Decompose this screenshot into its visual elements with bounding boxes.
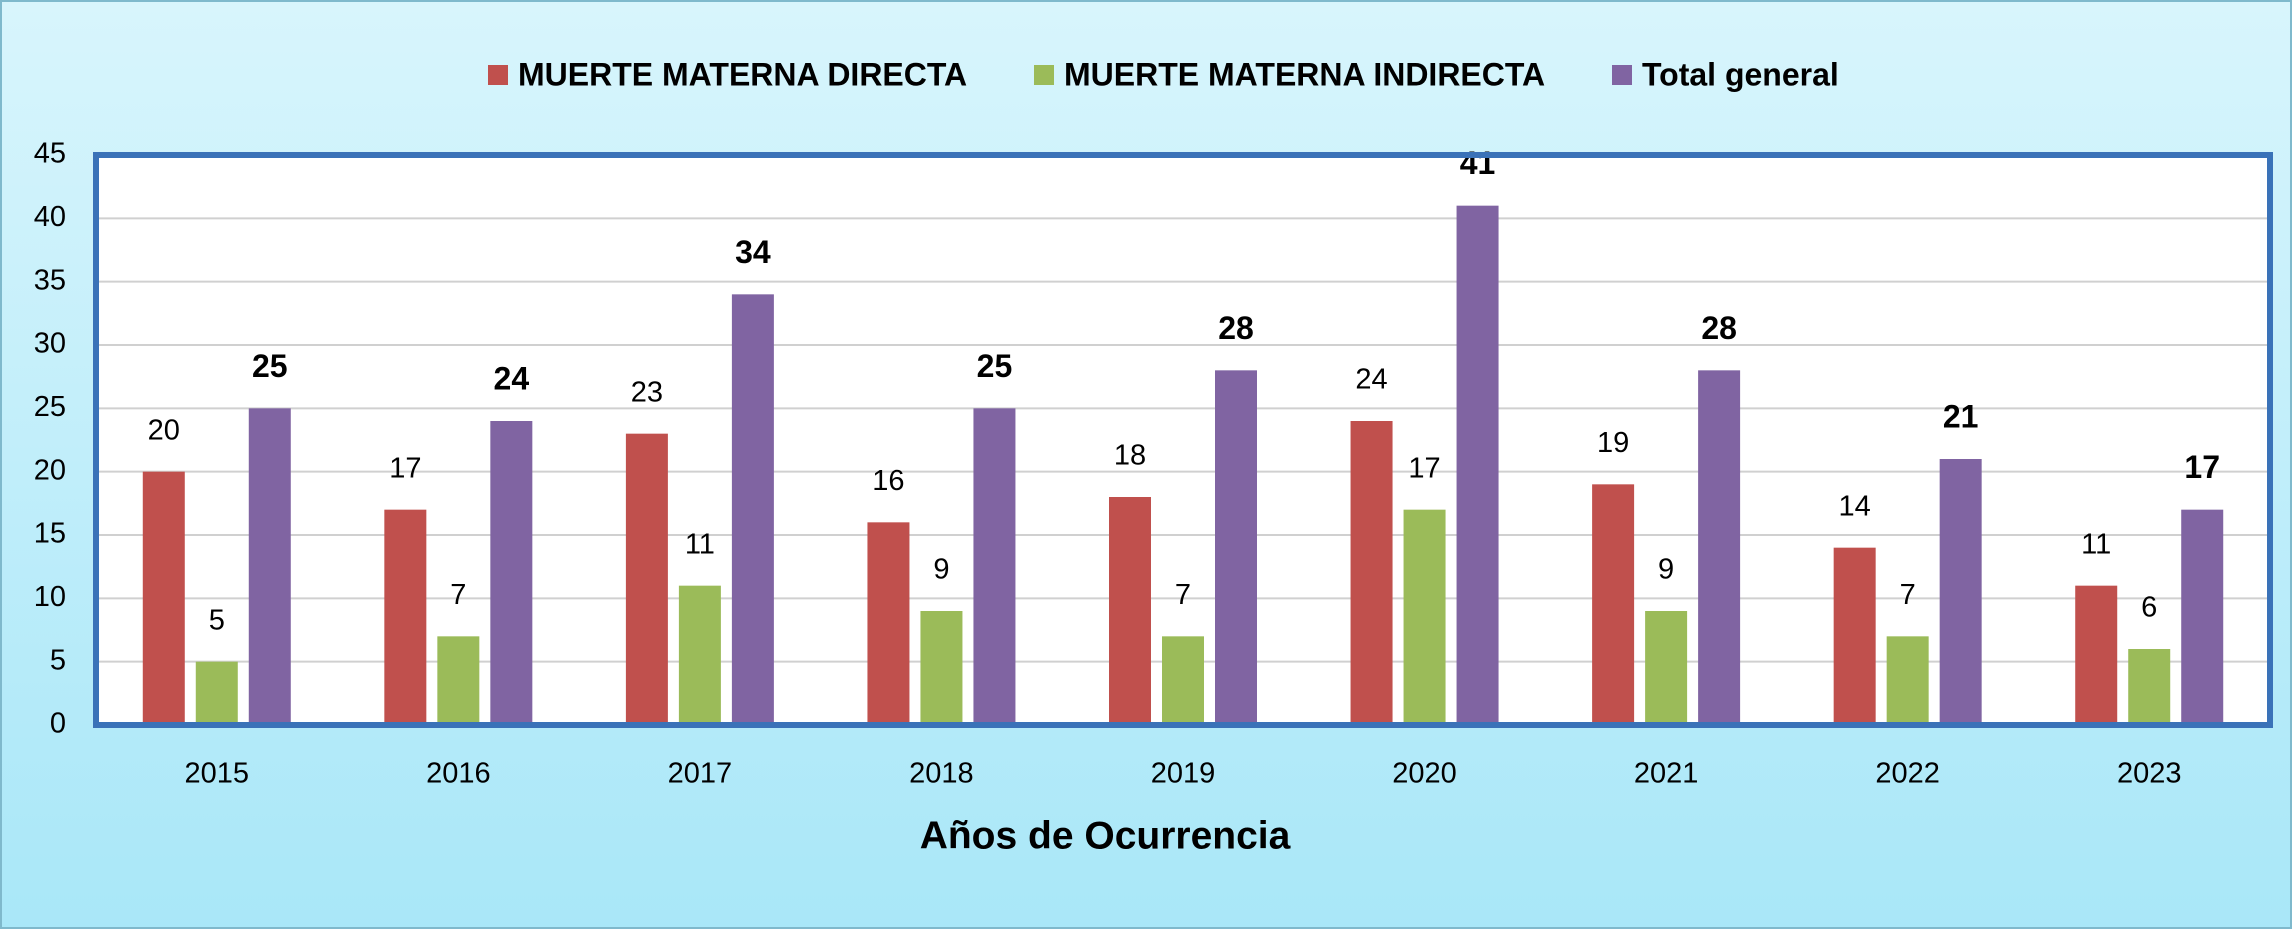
x-tick-label: 2022 bbox=[1875, 758, 1940, 790]
legend-swatch bbox=[488, 65, 508, 85]
data-label: 24 bbox=[1355, 364, 1387, 396]
bar bbox=[1215, 370, 1257, 725]
x-tick-label: 2017 bbox=[668, 758, 733, 790]
data-label: 7 bbox=[1175, 579, 1191, 611]
y-tick-label: 10 bbox=[34, 581, 66, 613]
data-label: 23 bbox=[631, 376, 663, 408]
data-label: 9 bbox=[1658, 554, 1674, 586]
data-label: 11 bbox=[685, 528, 715, 560]
bar bbox=[195, 661, 238, 725]
legend-label: MUERTE MATERNA DIRECTA bbox=[518, 56, 967, 92]
y-tick-label: 0 bbox=[50, 708, 66, 740]
x-tick-label: 2020 bbox=[1392, 758, 1457, 790]
bar bbox=[1833, 547, 1876, 725]
data-label: 21 bbox=[1943, 398, 1979, 434]
data-label: 5 bbox=[209, 604, 225, 636]
data-label: 6 bbox=[2141, 592, 2157, 624]
x-tick-label: 2019 bbox=[1151, 758, 1216, 790]
y-tick-label: 45 bbox=[34, 138, 66, 170]
x-tick-label: 2023 bbox=[2117, 758, 2182, 790]
bar bbox=[1109, 497, 1151, 725]
bar bbox=[437, 636, 480, 725]
legend-swatch bbox=[1034, 65, 1054, 85]
data-label: 34 bbox=[735, 234, 771, 270]
data-label: 17 bbox=[2184, 449, 2220, 485]
data-label: 19 bbox=[1597, 427, 1629, 459]
marks: 20 5 25 17 7 24 23 11 34 16 9 25 18 7 28 24 17 41 19 9 28 14 7… bbox=[142, 145, 2224, 725]
y-tick-label: 15 bbox=[34, 518, 66, 550]
data-label: 28 bbox=[1701, 310, 1737, 346]
data-label: 18 bbox=[1114, 440, 1146, 472]
plot-border bbox=[93, 152, 2273, 728]
bar bbox=[625, 433, 668, 725]
legend-swatch bbox=[1612, 65, 1632, 85]
bar bbox=[1939, 459, 1982, 725]
data-label: 28 bbox=[1218, 310, 1254, 346]
data-label: 41 bbox=[1460, 145, 1496, 181]
data-label: 17 bbox=[389, 452, 421, 484]
bar bbox=[1162, 636, 1204, 725]
bar bbox=[142, 471, 185, 725]
legend-label: MUERTE MATERNA INDIRECTA bbox=[1064, 56, 1545, 92]
x-axis-title: Años de Ocurrencia bbox=[920, 814, 1291, 857]
bar bbox=[867, 522, 910, 725]
data-label: 9 bbox=[933, 554, 949, 586]
data-label: 24 bbox=[494, 360, 530, 396]
bar bbox=[2128, 649, 2171, 725]
bar bbox=[1456, 205, 1499, 725]
bar bbox=[1403, 509, 1446, 725]
x-tick-label: 2015 bbox=[185, 758, 250, 790]
bar bbox=[678, 585, 721, 725]
bar bbox=[1592, 484, 1635, 725]
data-label: 16 bbox=[872, 465, 904, 497]
bar bbox=[1350, 421, 1393, 725]
bar bbox=[973, 408, 1016, 725]
bar bbox=[920, 611, 963, 725]
bar bbox=[384, 509, 427, 725]
x-tick-label: 2021 bbox=[1634, 758, 1699, 790]
data-label: 11 bbox=[2081, 528, 2111, 560]
bar bbox=[1645, 611, 1688, 725]
x-tick-label: 2016 bbox=[426, 758, 491, 790]
data-label: 14 bbox=[1839, 490, 1871, 522]
bar bbox=[1698, 370, 1741, 725]
bar bbox=[248, 408, 291, 725]
y-tick-label: 20 bbox=[34, 454, 66, 486]
bar bbox=[1886, 636, 1929, 725]
bar bbox=[2075, 585, 2118, 725]
y-tick-label: 5 bbox=[50, 644, 66, 676]
y-tick-label: 35 bbox=[34, 264, 66, 296]
data-label: 7 bbox=[1900, 579, 1916, 611]
y-tick-label: 30 bbox=[34, 328, 66, 360]
legend-label: Total general bbox=[1642, 56, 1839, 92]
plot-area bbox=[96, 155, 2270, 725]
data-label: 25 bbox=[252, 348, 288, 384]
data-label: 17 bbox=[1408, 452, 1440, 484]
bar bbox=[490, 421, 533, 725]
y-tick-label: 25 bbox=[34, 391, 66, 423]
y-tick-label: 40 bbox=[34, 201, 66, 233]
x-tick-label: 2018 bbox=[909, 758, 974, 790]
bar bbox=[731, 294, 774, 725]
data-label: 25 bbox=[977, 348, 1013, 384]
data-label: 7 bbox=[450, 579, 466, 611]
bar bbox=[2181, 509, 2224, 725]
data-label: 20 bbox=[148, 414, 180, 446]
